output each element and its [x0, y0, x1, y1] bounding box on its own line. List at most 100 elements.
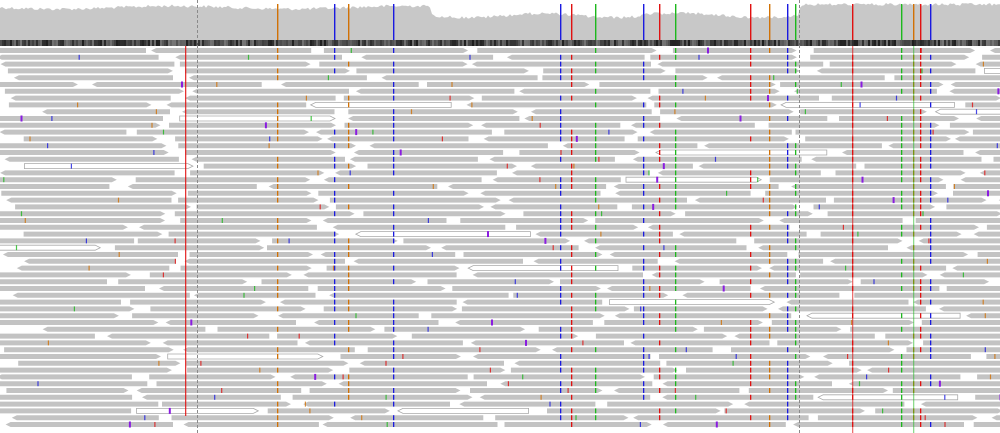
sequence-read[interactable]: [0, 381, 148, 387]
sequence-read[interactable]: [0, 150, 169, 155]
sequence-read[interactable]: [848, 381, 1000, 387]
sequence-read[interactable]: [477, 48, 657, 53]
sequence-read[interactable]: [820, 231, 962, 237]
sequence-read[interactable]: [162, 401, 291, 407]
sequence-read[interactable]: [268, 184, 438, 189]
sequence-read[interactable]: [542, 75, 708, 81]
sequence-read[interactable]: [471, 61, 651, 67]
sequence-read[interactable]: [178, 143, 356, 149]
sequence-read[interactable]: [595, 218, 764, 223]
sequence-read[interactable]: [513, 292, 669, 298]
sequence-read[interactable]: [353, 258, 523, 264]
sequence-read[interactable]: [42, 109, 170, 115]
sequence-read[interactable]: [353, 150, 504, 155]
sequence-read[interactable]: [975, 150, 1000, 155]
sequence-read[interactable]: [132, 313, 259, 319]
sequence-read[interactable]: [397, 407, 529, 414]
sequence-read[interactable]: [660, 109, 794, 115]
sequence-read[interactable]: [361, 54, 494, 60]
sequence-read[interactable]: [15, 204, 191, 210]
sequence-read[interactable]: [831, 95, 1000, 101]
sequence-read[interactable]: [217, 326, 376, 332]
sequence-read[interactable]: [191, 156, 346, 162]
sequence-read[interactable]: [381, 75, 538, 81]
sequence-read[interactable]: [135, 177, 311, 183]
sequence-read[interactable]: [662, 381, 833, 387]
sequence-read[interactable]: [976, 116, 1000, 121]
sequence-read[interactable]: [810, 54, 970, 60]
sequence-read[interactable]: [849, 360, 1000, 366]
sequence-read[interactable]: [977, 374, 1000, 380]
sequence-read[interactable]: [875, 408, 1000, 414]
sequence-read[interactable]: [12, 292, 190, 298]
sequence-read[interactable]: [939, 306, 1000, 312]
sequence-read[interactable]: [354, 231, 531, 238]
sequence-read[interactable]: [535, 231, 673, 237]
sequence-read[interactable]: [149, 272, 292, 278]
sequence-read[interactable]: [473, 374, 645, 380]
sequence-read[interactable]: [0, 82, 78, 87]
sequence-read[interactable]: [637, 136, 789, 142]
sequence-read[interactable]: [349, 156, 478, 162]
sequence-read[interactable]: [292, 394, 473, 400]
sequence-read[interactable]: [724, 408, 865, 414]
sequence-read[interactable]: [461, 306, 630, 312]
sequence-read[interactable]: [0, 340, 151, 346]
sequence-read[interactable]: [0, 272, 131, 278]
sequence-read[interactable]: [183, 347, 355, 353]
sequence-read[interactable]: [744, 401, 905, 407]
sequence-read[interactable]: [460, 218, 589, 223]
sequence-read[interactable]: [0, 401, 159, 407]
sequence-read[interactable]: [367, 347, 541, 353]
sequence-read[interactable]: [168, 231, 340, 237]
sequence-read[interactable]: [335, 170, 497, 176]
sequence-read[interactable]: [519, 88, 651, 94]
sequence-read[interactable]: [165, 320, 296, 325]
sequence-read[interactable]: [991, 415, 1000, 421]
sequence-read[interactable]: [320, 252, 456, 257]
sequence-read[interactable]: [0, 116, 163, 121]
sequence-read[interactable]: [966, 313, 1000, 319]
sequence-read[interactable]: [771, 320, 915, 325]
sequence-read[interactable]: [614, 313, 792, 319]
sequence-read[interactable]: [906, 347, 1000, 353]
sequence-read[interactable]: [314, 320, 439, 325]
sequence-read[interactable]: [171, 415, 334, 421]
sequence-read[interactable]: [182, 109, 335, 115]
sequence-read[interactable]: [92, 82, 262, 87]
sequence-read[interactable]: [290, 374, 468, 380]
sequence-read[interactable]: [625, 176, 763, 183]
sequence-read[interactable]: [949, 122, 1000, 128]
sequence-read[interactable]: [0, 122, 161, 128]
sequence-read[interactable]: [614, 388, 740, 393]
sequence-read[interactable]: [662, 394, 814, 400]
sequence-read[interactable]: [481, 122, 621, 128]
sequence-read[interactable]: [495, 415, 629, 421]
sequence-read[interactable]: [800, 272, 928, 278]
sequence-read[interactable]: [719, 279, 853, 285]
sequence-read[interactable]: [595, 333, 728, 339]
sequence-read[interactable]: [921, 320, 1000, 325]
sequence-read[interactable]: [519, 150, 640, 155]
sequence-read[interactable]: [4, 156, 179, 162]
sequence-read[interactable]: [483, 136, 625, 142]
sequence-read[interactable]: [0, 299, 121, 305]
sequence-read[interactable]: [0, 374, 132, 380]
sequence-read[interactable]: [159, 286, 309, 291]
sequence-read[interactable]: [892, 388, 1000, 393]
sequence-read[interactable]: [323, 177, 482, 183]
sequence-read[interactable]: [977, 252, 1000, 257]
sequence-read[interactable]: [0, 354, 161, 359]
sequence-read[interactable]: [166, 102, 307, 108]
sequence-read[interactable]: [411, 333, 579, 339]
sequence-read[interactable]: [193, 292, 316, 298]
sequence-read[interactable]: [676, 116, 828, 121]
sequence-read[interactable]: [675, 68, 800, 74]
sequence-read[interactable]: [0, 177, 117, 183]
sequence-read[interactable]: [650, 54, 797, 60]
sequence-read[interactable]: [516, 224, 639, 230]
sequence-read[interactable]: [480, 190, 601, 196]
sequence-read[interactable]: [24, 258, 176, 264]
sequence-read[interactable]: [946, 204, 1000, 210]
sequence-read[interactable]: [984, 67, 1000, 74]
